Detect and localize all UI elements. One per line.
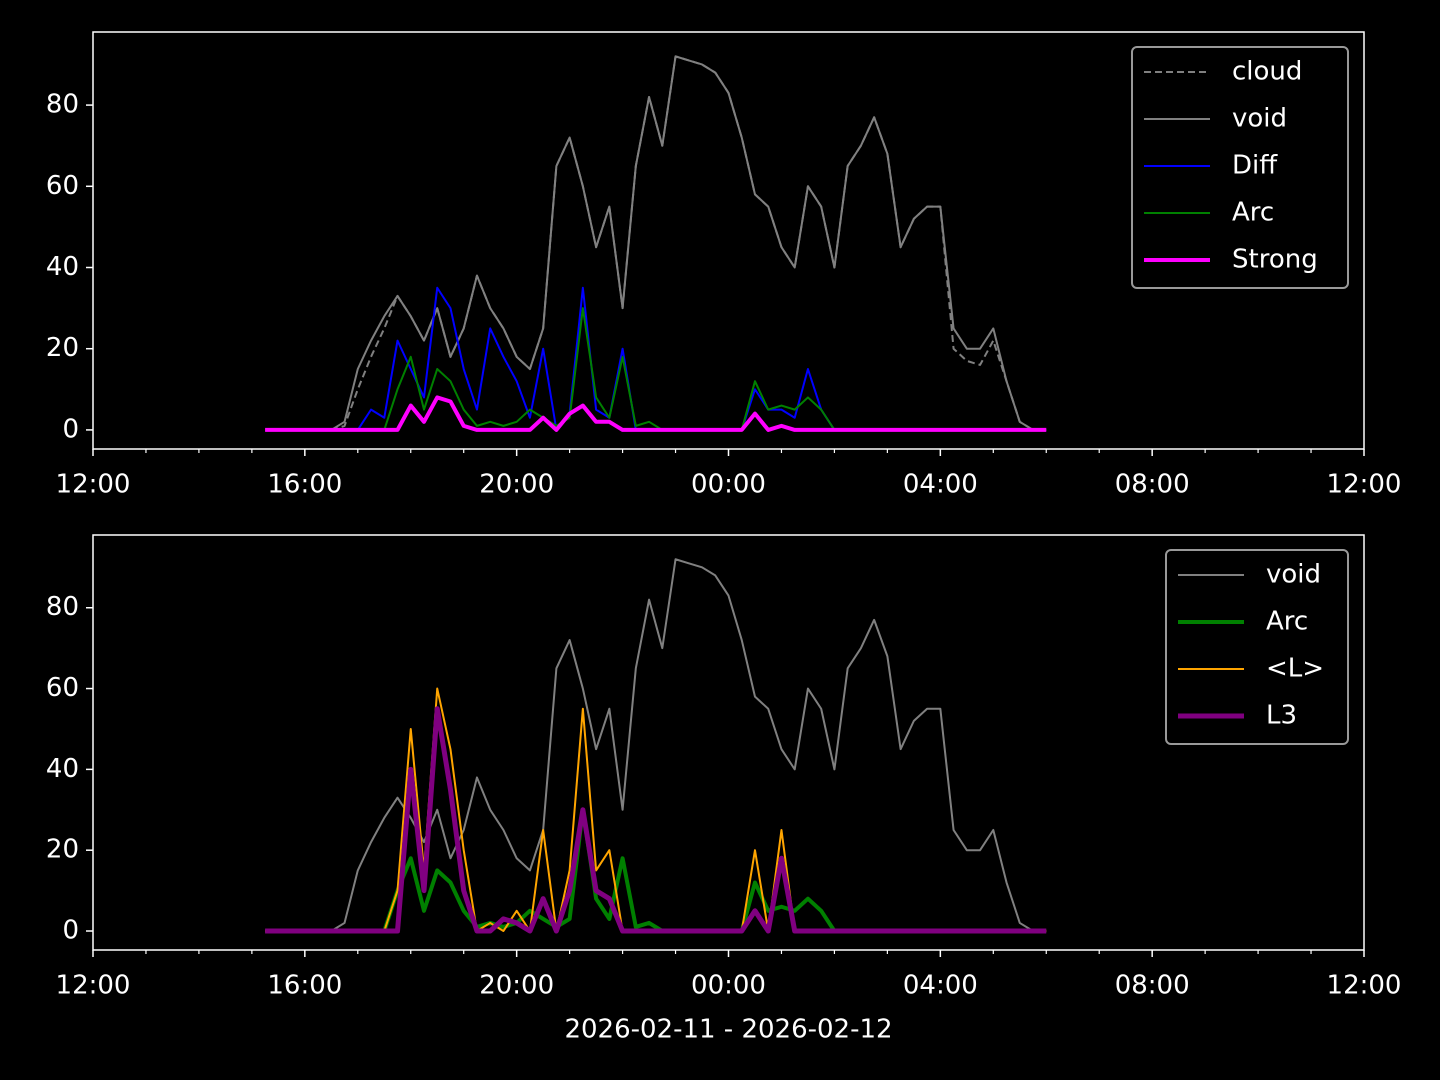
legend-box bbox=[1131, 46, 1349, 289]
y-tick-label: 20 bbox=[46, 835, 79, 865]
legend-label: L3 bbox=[1266, 701, 1297, 731]
y-tick-label: 60 bbox=[46, 673, 79, 703]
axes-frame bbox=[92, 31, 1365, 450]
series-line bbox=[265, 55, 1047, 431]
y-tick-label: 60 bbox=[46, 171, 79, 201]
legend-label: Arc bbox=[1232, 198, 1274, 228]
series-line bbox=[265, 706, 1047, 934]
x-tick-label: 20:00 bbox=[479, 470, 554, 500]
legend-label: cloud bbox=[1232, 57, 1302, 87]
x-tick-label: 16:00 bbox=[267, 971, 342, 1001]
x-tick-label: 12:00 bbox=[56, 470, 131, 500]
x-tick-label: 16:00 bbox=[267, 470, 342, 500]
legend-label: void bbox=[1266, 560, 1321, 590]
y-tick-label: 0 bbox=[62, 414, 79, 444]
legend-label: Arc bbox=[1266, 607, 1308, 637]
series-line bbox=[265, 395, 1047, 432]
legend-label: Diff bbox=[1232, 151, 1278, 181]
x-axis-label: 2026-02-11 - 2026-02-12 bbox=[564, 1015, 892, 1045]
legend-label: void bbox=[1232, 104, 1287, 134]
x-tick-label: 12:00 bbox=[56, 971, 131, 1001]
y-tick-label: 80 bbox=[46, 592, 79, 622]
x-tick-label: 00:00 bbox=[691, 971, 766, 1001]
y-tick-label: 40 bbox=[46, 252, 79, 282]
y-tick-label: 0 bbox=[62, 916, 79, 946]
y-tick-label: 80 bbox=[46, 90, 79, 120]
legend-label: Strong bbox=[1232, 245, 1318, 275]
y-tick-label: 40 bbox=[46, 754, 79, 784]
x-tick-label: 04:00 bbox=[903, 470, 978, 500]
axes-frame bbox=[92, 534, 1365, 951]
y-tick-label: 20 bbox=[46, 333, 79, 363]
series-line bbox=[265, 558, 1047, 933]
x-tick-label: 12:00 bbox=[1327, 971, 1402, 1001]
legend-label: <L> bbox=[1266, 654, 1324, 684]
series-line bbox=[265, 55, 1047, 431]
x-tick-label: 08:00 bbox=[1115, 470, 1190, 500]
x-tick-label: 04:00 bbox=[903, 971, 978, 1001]
x-tick-label: 20:00 bbox=[479, 971, 554, 1001]
x-tick-label: 12:00 bbox=[1327, 470, 1402, 500]
legend-box bbox=[1165, 549, 1349, 745]
x-tick-label: 08:00 bbox=[1115, 971, 1190, 1001]
x-tick-label: 00:00 bbox=[691, 470, 766, 500]
